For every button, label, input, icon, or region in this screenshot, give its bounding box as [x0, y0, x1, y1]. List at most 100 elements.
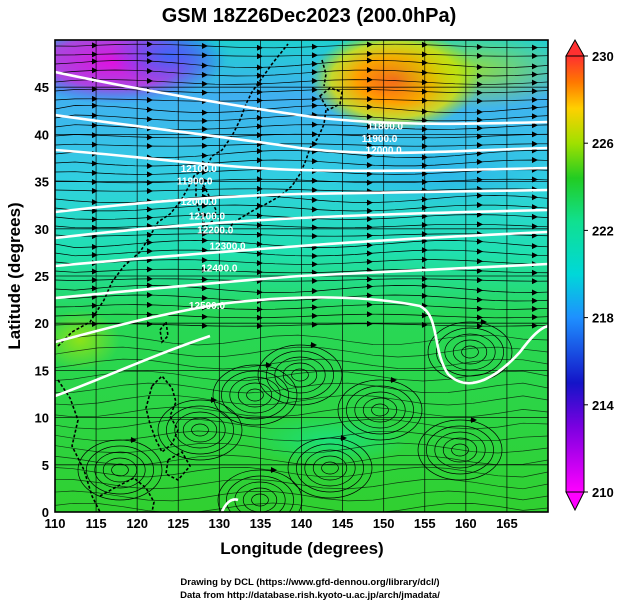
- contour-label: 12000.0: [181, 197, 218, 208]
- contour-labels: 11800.011900.012000.012100.011900.012000…: [177, 122, 404, 312]
- x-tick-label: 145: [332, 516, 354, 531]
- map-panel: 11800.011900.012000.012100.011900.012000…: [55, 40, 548, 512]
- streamlines: [55, 41, 548, 512]
- eddy-streamline: [191, 423, 209, 437]
- eddy-streamline: [337, 379, 423, 441]
- streamline: [55, 442, 548, 454]
- streamline: [55, 478, 548, 490]
- contour-12000: [55, 148, 548, 173]
- streamline: [55, 88, 548, 94]
- x-tick-label: 110: [45, 516, 66, 531]
- contour-label: 11900.0: [177, 176, 213, 187]
- eddy-streamline: [452, 339, 488, 365]
- credit-drawing: Drawing by DCL (https://www.gfd-dennou.o…: [180, 577, 439, 588]
- streamline: [55, 98, 548, 102]
- colorbar-tick-label: 218: [592, 311, 614, 326]
- eddy-streamline: [371, 403, 389, 417]
- eddy-streamline: [451, 443, 469, 457]
- x-tick-label: 120: [126, 516, 148, 531]
- streamline: [55, 79, 548, 85]
- mindanao: [165, 450, 191, 481]
- contour-12500: [55, 296, 548, 385]
- colorbar-top-arrow: [565, 38, 585, 57]
- colorbar-tick-label: 230: [592, 49, 614, 64]
- geopotential-contours: [55, 70, 548, 512]
- eddy-streamline: [354, 391, 406, 429]
- eddy-streamline: [212, 364, 298, 426]
- y-tick-label: 40: [35, 127, 49, 142]
- eddy-streamline: [426, 425, 494, 475]
- contour-11900: [55, 113, 548, 155]
- contour-12400: [55, 262, 548, 300]
- streamline: [55, 124, 548, 130]
- streamline: [55, 502, 548, 512]
- y-tick-label: 5: [42, 458, 49, 473]
- y-tick-labels: 0 5 10 15 20 25 30 35 40 45: [35, 80, 49, 520]
- streamline: [55, 278, 548, 282]
- borneo-north: [99, 477, 155, 512]
- coastlines: [57, 43, 343, 512]
- streamline: [55, 240, 548, 248]
- eddy-streamline: [274, 356, 326, 394]
- eddy-streamline: [312, 455, 348, 481]
- eddy-streamline: [226, 475, 294, 512]
- hokkaido: [318, 87, 343, 112]
- eddy-streamline: [321, 461, 339, 475]
- x-tick-label: 125: [167, 516, 189, 531]
- eddy-streamline: [221, 370, 289, 420]
- eddy-streamline: [346, 385, 414, 435]
- sakhalin: [321, 59, 327, 87]
- streamline: [55, 418, 548, 430]
- streamline: [55, 43, 548, 49]
- colorbar-tick-label: 226: [592, 136, 614, 151]
- contour-label: 12300.0: [209, 242, 246, 253]
- x-tick-label: 150: [373, 516, 395, 531]
- teal-patch-south: [250, 415, 410, 465]
- streamline: [55, 382, 548, 394]
- colorbar-bottom-arrow: [565, 491, 585, 512]
- x-tick-label: 130: [208, 516, 230, 531]
- x-tick-label: 115: [86, 516, 107, 531]
- streamline: [55, 358, 548, 370]
- streamline: [55, 490, 548, 502]
- yellow-patch-southwest: [55, 310, 120, 370]
- eddy-streamline: [182, 417, 218, 443]
- y-tick-label: 20: [35, 316, 49, 331]
- streamline: [55, 294, 548, 302]
- streamline: [55, 60, 548, 68]
- contour-label: 12500.0: [189, 301, 226, 312]
- y-tick-label: 35: [35, 175, 49, 190]
- colorbar-tick-label: 214: [592, 398, 614, 413]
- contour-label: 12100.0: [181, 164, 218, 175]
- map-frame: [54, 39, 549, 513]
- y-tick-label: 0: [42, 505, 49, 520]
- x-tick-label: 140: [291, 516, 313, 531]
- colorbar-tick-label: 222: [592, 223, 614, 238]
- streamline: [55, 370, 548, 382]
- x-tick-labels: 110 115 120 125 130 135 140 145 150 155 160 165: [45, 516, 518, 531]
- eddy-streamline: [166, 405, 234, 455]
- streamline: [55, 223, 548, 229]
- contour-label: 12200.0: [197, 226, 234, 237]
- streamline: [55, 346, 548, 358]
- eddy-streamline: [102, 457, 138, 483]
- eddy-streamline: [242, 487, 278, 512]
- eddy-streamline: [304, 449, 356, 487]
- eddy-streamline: [291, 368, 309, 382]
- y-tick-label: 25: [35, 269, 49, 284]
- indochina-coast: [57, 379, 101, 512]
- streamline: [55, 268, 548, 274]
- streamline: [55, 313, 548, 319]
- contour-label: 11800.0: [368, 122, 404, 133]
- streamline: [55, 143, 548, 147]
- contour-11800: [55, 70, 548, 126]
- japan-islands: [227, 109, 327, 231]
- eddy-streamline: [461, 345, 479, 359]
- cold-core-blue: [110, 40, 230, 85]
- contour-12500-south: [55, 334, 211, 398]
- eddy-streamline: [434, 431, 486, 469]
- streamline: [55, 466, 548, 478]
- eddy-streamline: [246, 388, 264, 402]
- streamline: [55, 259, 548, 265]
